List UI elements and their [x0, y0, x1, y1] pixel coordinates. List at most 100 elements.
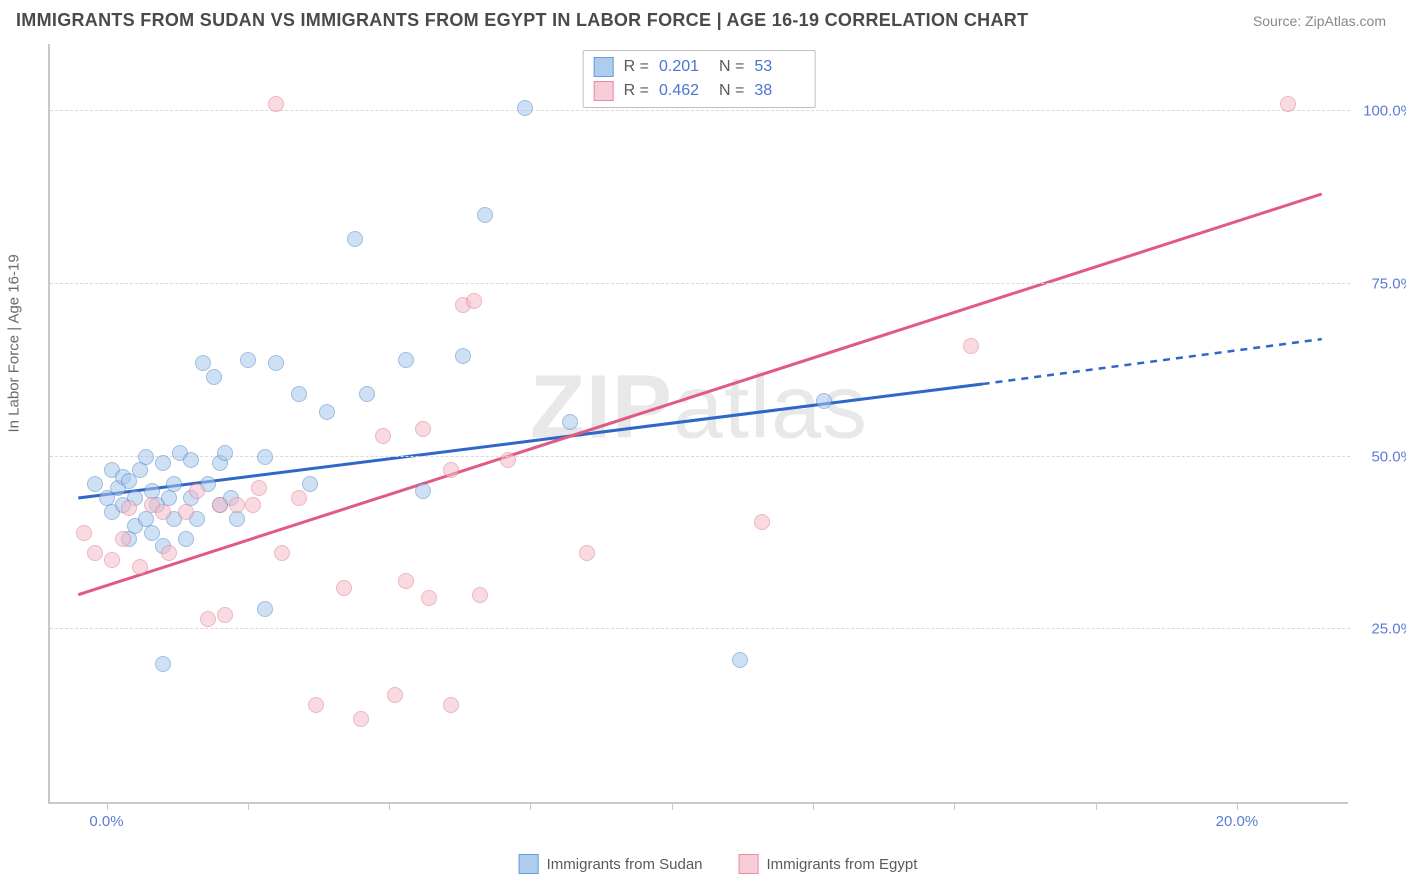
stats-r-value: 0.462 — [659, 82, 709, 100]
data-point — [195, 355, 211, 371]
data-point — [415, 421, 431, 437]
data-point — [138, 449, 154, 465]
stats-row: R = 0.201 N = 53 — [594, 55, 805, 79]
data-point — [443, 697, 459, 713]
stats-r-label: R = — [624, 82, 649, 100]
data-point — [189, 511, 205, 527]
data-point — [200, 611, 216, 627]
data-point — [359, 386, 375, 402]
data-point — [398, 573, 414, 589]
data-point — [178, 504, 194, 520]
y-tick-label: 25.0% — [1354, 621, 1406, 638]
data-point — [217, 607, 233, 623]
data-point — [302, 476, 318, 492]
data-point — [477, 207, 493, 223]
data-point — [398, 352, 414, 368]
gridline-h — [50, 110, 1350, 111]
legend-label: Immigrants from Egypt — [767, 856, 918, 873]
stats-n-label: N = — [719, 58, 744, 76]
data-point — [155, 455, 171, 471]
x-tick — [248, 802, 249, 810]
x-tick — [1237, 802, 1238, 810]
data-point — [336, 580, 352, 596]
data-point — [732, 652, 748, 668]
data-point — [415, 483, 431, 499]
data-point — [132, 559, 148, 575]
data-point — [963, 338, 979, 354]
legend-item: Immigrants from Egypt — [739, 854, 918, 874]
data-point — [455, 297, 471, 313]
data-point — [138, 511, 154, 527]
data-point — [206, 369, 222, 385]
data-point — [99, 490, 115, 506]
x-tick — [107, 802, 108, 810]
gridline-h — [50, 283, 1350, 284]
x-tick — [1096, 802, 1097, 810]
data-point — [257, 601, 273, 617]
watermark: ZIPatlas — [530, 356, 868, 459]
data-point — [245, 497, 261, 513]
data-point — [87, 545, 103, 561]
data-point — [387, 687, 403, 703]
data-point — [212, 455, 228, 471]
data-point — [161, 545, 177, 561]
data-point — [76, 525, 92, 541]
data-point — [212, 497, 228, 513]
data-point — [443, 462, 459, 478]
data-point — [149, 497, 165, 513]
stats-n-label: N = — [719, 82, 744, 100]
y-tick-label: 75.0% — [1354, 275, 1406, 292]
x-tick-label: 0.0% — [89, 813, 123, 830]
data-point — [183, 490, 199, 506]
x-tick — [389, 802, 390, 810]
legend-label: Immigrants from Sudan — [547, 856, 703, 873]
chart-title: IMMIGRANTS FROM SUDAN VS IMMIGRANTS FROM… — [16, 10, 1028, 31]
y-axis-label: In Labor Force | Age 16-19 — [6, 254, 23, 432]
data-point — [229, 511, 245, 527]
gridline-h — [50, 628, 1350, 629]
data-point — [104, 552, 120, 568]
data-point — [562, 414, 578, 430]
data-point — [144, 483, 160, 499]
data-point — [217, 445, 233, 461]
data-point — [104, 462, 120, 478]
stats-r-value: 0.201 — [659, 58, 709, 76]
data-point — [229, 497, 245, 513]
stats-r-label: R = — [624, 58, 649, 76]
x-tick — [954, 802, 955, 810]
data-point — [172, 445, 188, 461]
data-point — [178, 531, 194, 547]
data-point — [754, 514, 770, 530]
data-point — [155, 656, 171, 672]
data-point — [121, 473, 137, 489]
data-point — [104, 504, 120, 520]
data-point — [466, 293, 482, 309]
data-point — [115, 469, 131, 485]
data-point — [189, 483, 205, 499]
data-point — [155, 538, 171, 554]
data-point — [87, 476, 103, 492]
stats-n-value: 53 — [754, 58, 804, 76]
stats-legend-box: R = 0.201 N = 53 R = 0.462 N = 38 — [583, 50, 816, 108]
legend-item: Immigrants from Sudan — [519, 854, 703, 874]
data-point — [212, 497, 228, 513]
chart-container: In Labor Force | Age 16-19 ZIPatlas R =0… — [48, 44, 1388, 844]
data-point — [127, 518, 143, 534]
data-point — [257, 449, 273, 465]
stats-n-value: 38 — [754, 82, 804, 100]
x-tick-label: 20.0% — [1216, 813, 1259, 830]
legend-swatch — [594, 57, 614, 77]
x-tick — [672, 802, 673, 810]
data-point — [816, 393, 832, 409]
data-point — [223, 490, 239, 506]
data-point — [115, 531, 131, 547]
data-point — [319, 404, 335, 420]
data-point — [268, 355, 284, 371]
data-point — [500, 452, 516, 468]
data-point — [421, 590, 437, 606]
plot-area: ZIPatlas R =0.201N =53R =0.462N =38 25.0… — [48, 44, 1348, 804]
data-point — [183, 452, 199, 468]
data-point — [166, 511, 182, 527]
data-point — [110, 480, 126, 496]
data-point — [517, 100, 533, 116]
